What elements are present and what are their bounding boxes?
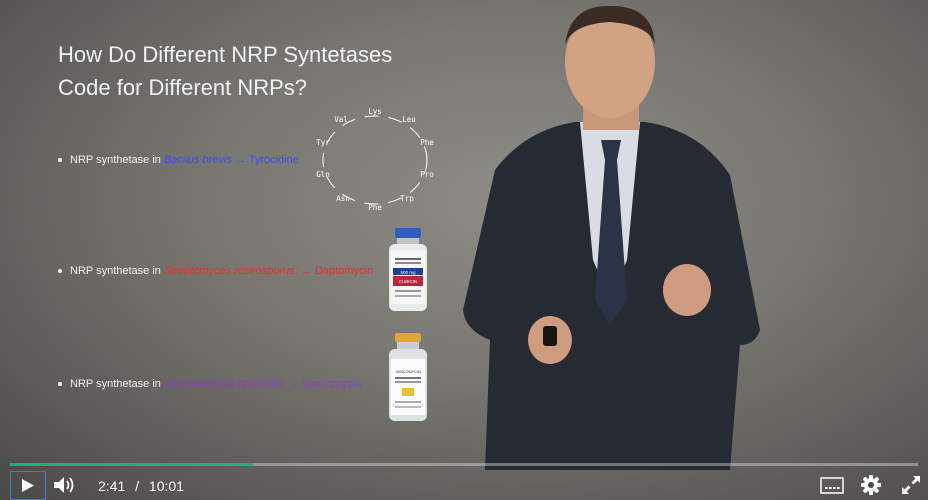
- bullet-product: → Tyrocidine: [231, 154, 299, 166]
- bullet-product: : → Vancomycin: [281, 378, 362, 390]
- cubicin-vial-image: 500 mg CUBICIN: [389, 228, 427, 311]
- residue-label: Pro: [420, 170, 434, 179]
- slide-title-line2: Code for Different NRPs?: [58, 75, 308, 100]
- current-time: 2:41: [98, 478, 126, 494]
- settings-button[interactable]: [860, 474, 882, 496]
- time-separator: /: [135, 478, 140, 494]
- residue-label: Leu: [402, 115, 416, 124]
- ring-outline: [322, 115, 428, 205]
- captions-button[interactable]: [820, 477, 844, 494]
- slide-title-line1: How Do Different NRP Syntetases: [58, 42, 393, 67]
- fullscreen-button[interactable]: [900, 474, 922, 496]
- bullet-dot: [58, 382, 62, 387]
- svg-text:CUBICIN: CUBICIN: [399, 279, 418, 284]
- captions-icon: [820, 477, 844, 494]
- residue-label: Asn: [336, 194, 350, 203]
- bullet-prefix: NRP synthetase in: [70, 378, 164, 390]
- bullet-organism: Amycolatopsis orientalis: [163, 378, 282, 390]
- bullet-tyrocidine: NRP synthetase in Bacilus brevis → Tyroc…: [58, 154, 299, 166]
- presenter-figure: [463, 5, 760, 470]
- slide-title: How Do Different NRP Syntetases Code for…: [58, 38, 392, 104]
- bullet-prefix: NRP synthetase in: [70, 154, 164, 166]
- bullet-organism: Streptomyces roseosporus: [163, 265, 295, 277]
- time-display: 2:41 / 10:01: [98, 478, 184, 494]
- progress-bar[interactable]: [10, 463, 918, 466]
- bullet-organism: Bacilus brevis: [163, 154, 232, 166]
- bullet-vancomycin: NRP synthetase in Amycolatopsis oriental…: [58, 378, 361, 390]
- svg-text:VANCOMYCIN: VANCOMYCIN: [395, 370, 421, 374]
- fullscreen-icon: [902, 476, 920, 494]
- volume-icon: [54, 477, 74, 493]
- residue-label: Gln: [316, 170, 330, 179]
- play-button[interactable]: [10, 471, 46, 500]
- play-icon: [22, 479, 34, 492]
- bullet-dot: [58, 269, 62, 274]
- volume-button[interactable]: [52, 474, 76, 496]
- residue-label: Phe: [368, 203, 382, 212]
- residue-label: Tyr: [316, 138, 330, 147]
- svg-text:500 mg: 500 mg: [400, 270, 416, 275]
- residue-label: Trp: [400, 194, 414, 203]
- tyrocidine-ring-diagram: Lys Leu Phe Pro Trp Phe Asn Gln Tyr Val: [316, 107, 434, 212]
- duration: 10:01: [148, 478, 184, 494]
- bullet-product: : → Daptomycin: [294, 265, 374, 277]
- residue-label: Val: [334, 115, 348, 124]
- residue-label: Phe: [420, 138, 434, 147]
- progress-fill: [10, 463, 254, 466]
- gear-icon: [861, 475, 881, 495]
- bullet-dot: [58, 158, 62, 163]
- vancomycin-vial-image: VANCOMYCIN: [389, 333, 427, 421]
- residue-label: Lys: [368, 107, 382, 116]
- bullet-daptomycin: NRP synthetase in Streptomyces roseospor…: [58, 265, 373, 277]
- bullet-prefix: NRP synthetase in: [70, 265, 164, 277]
